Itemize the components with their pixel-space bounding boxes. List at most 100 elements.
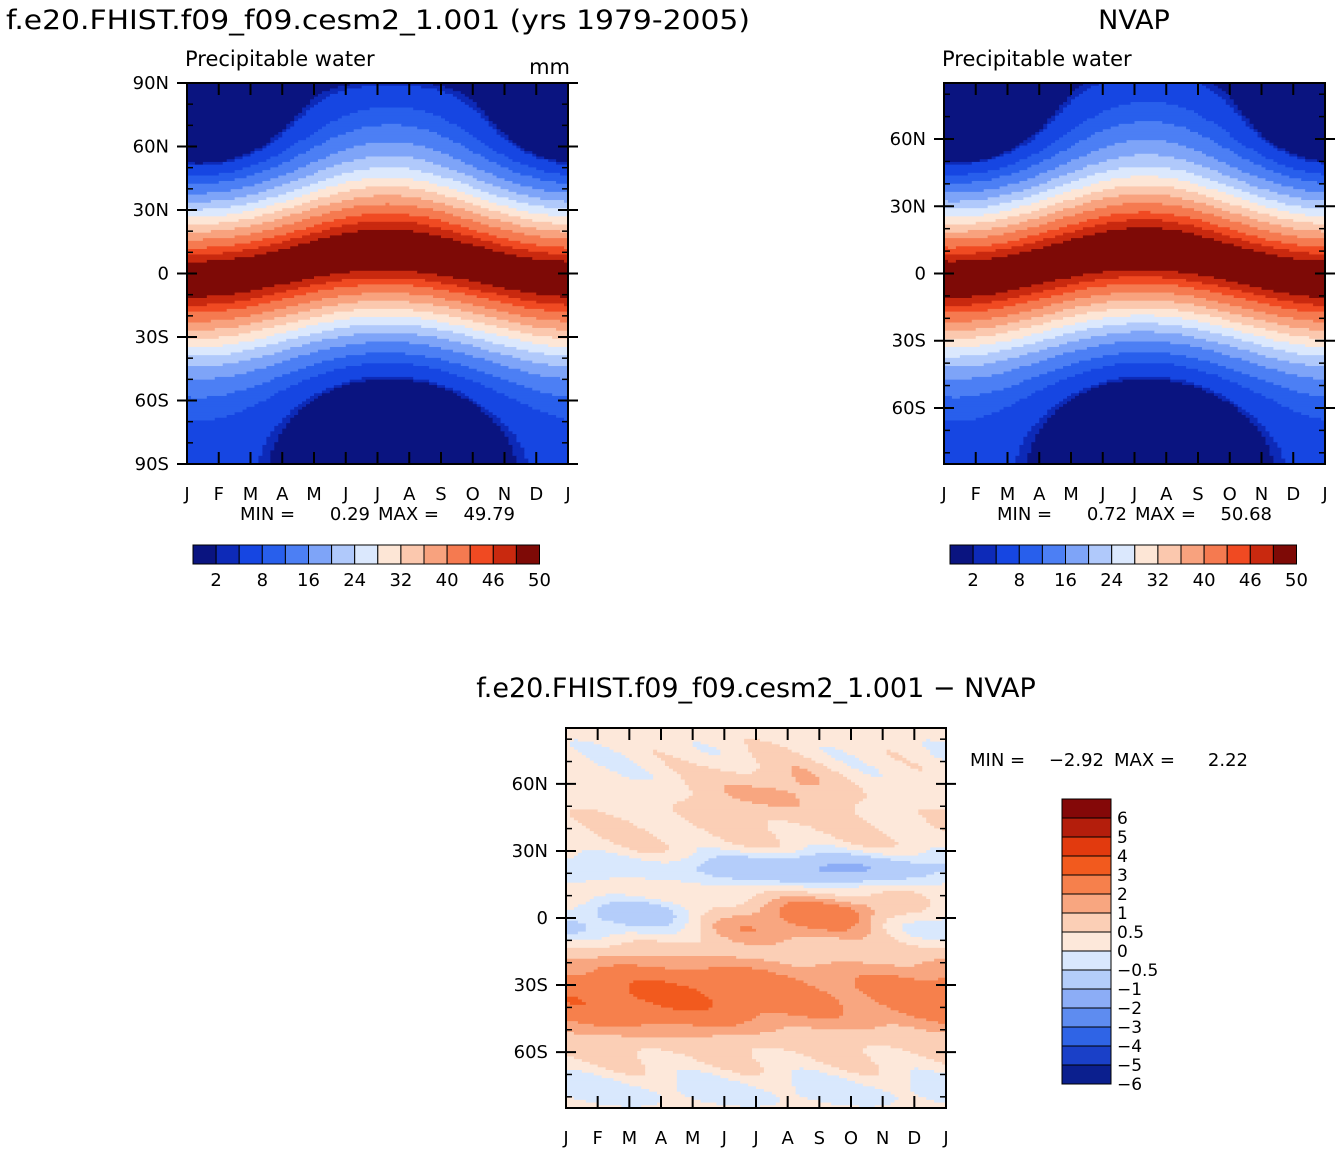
difference-contour-cell xyxy=(942,882,946,887)
model-contour-cell xyxy=(234,178,271,182)
model-xtick-label-jan: J xyxy=(183,484,189,505)
difference-contour-cell xyxy=(645,828,706,832)
model-contour-cell xyxy=(282,420,291,424)
obs-contour-cell xyxy=(1035,390,1080,394)
model-contour-cell xyxy=(317,129,355,133)
model-contour-cell xyxy=(480,197,510,201)
difference-contour-cell xyxy=(716,928,741,933)
obs-contour-cell xyxy=(1031,425,1044,430)
obs-contour-cell xyxy=(1249,420,1259,424)
obs-contour-cell xyxy=(1090,85,1207,90)
obs-contour-cell xyxy=(1074,314,1132,318)
difference-contour-cell xyxy=(566,749,579,754)
model-contour-cell xyxy=(341,161,434,166)
difference-contour-cell xyxy=(712,833,777,838)
difference-contour-cell xyxy=(585,1099,662,1104)
obs-contour-cell xyxy=(1198,327,1235,332)
difference-contour-cell xyxy=(704,871,935,876)
model-contour-cell xyxy=(314,224,343,228)
obs-contour-cell xyxy=(1074,289,1211,294)
difference-contour-cell xyxy=(593,760,634,764)
obs-contour-cell xyxy=(1277,357,1325,362)
difference-contour-cell xyxy=(926,747,946,751)
model-colorbar-box-11 xyxy=(446,544,471,565)
difference-contour-cell xyxy=(645,999,714,1003)
obs-contour-cell xyxy=(944,423,1036,427)
obs-contour-cell xyxy=(944,167,1001,171)
obs-contour-cell xyxy=(1158,322,1211,326)
model-contour-cell xyxy=(302,278,343,283)
model-contour-cell xyxy=(532,360,568,364)
difference-contour-cell xyxy=(922,909,946,914)
model-contour-cell xyxy=(496,129,502,133)
model-contour-cell xyxy=(333,219,442,223)
obs-contour-cell xyxy=(1293,167,1325,171)
obs-contour-cell xyxy=(944,205,989,209)
model-contour-cell xyxy=(306,325,351,329)
difference-contour-cell xyxy=(799,798,864,802)
model-contour-cell xyxy=(254,338,287,343)
obs-contour-cell xyxy=(1082,387,1092,392)
obs-contour-cell xyxy=(1285,202,1325,207)
model-contour-cell xyxy=(512,142,518,147)
obs-contour-cell xyxy=(975,327,1021,332)
model-contour-cell xyxy=(246,202,275,207)
model-contour-cell xyxy=(294,115,303,119)
obs-ytick-label-0: 60N xyxy=(890,129,926,150)
difference-contour-cell xyxy=(740,1072,761,1077)
obs-colorbar-label-0: 2 xyxy=(967,570,978,591)
difference-contour-cell xyxy=(566,907,575,911)
difference-contour-cell xyxy=(696,1059,757,1063)
difference-contour-cell xyxy=(870,931,888,935)
difference-contour-cell xyxy=(779,744,923,748)
obs-contour-cell xyxy=(975,336,1024,340)
obs-contour-cell xyxy=(1094,115,1203,119)
difference-contour-cell xyxy=(831,1102,892,1106)
model-contour-cell xyxy=(242,349,283,354)
difference-contour-cell xyxy=(779,912,860,916)
difference-contour-cell xyxy=(566,1026,785,1030)
difference-contour-cell xyxy=(566,1002,571,1006)
model-contour-cell xyxy=(274,317,311,321)
difference-contour-cell xyxy=(700,749,721,754)
obs-contour-cell xyxy=(1241,412,1251,416)
model-xtick-label-jul: J xyxy=(374,484,380,505)
model-contour-cell xyxy=(480,115,490,119)
obs-contour-cell xyxy=(1074,88,1088,92)
model-contour-cell xyxy=(306,398,315,403)
difference-contour-cell xyxy=(851,766,876,770)
obs-contour-cell xyxy=(1237,178,1267,182)
model-contour-cell xyxy=(254,404,299,408)
model-contour-cell xyxy=(385,202,391,207)
model-contour-cell xyxy=(282,129,287,133)
obs-contour-cell xyxy=(1063,325,1104,329)
model-contour-cell xyxy=(187,210,244,215)
difference-contour-cell xyxy=(569,741,595,745)
difference-contour-cell xyxy=(874,909,923,914)
model-contour-cell xyxy=(496,235,541,239)
obs-contour-cell xyxy=(1023,436,1036,441)
difference-contour-cell xyxy=(680,928,702,933)
obs-contour-cell xyxy=(1047,221,1080,226)
model-contour-cell xyxy=(290,346,331,351)
difference-contour-cell xyxy=(672,755,753,759)
model-contour-cell xyxy=(496,161,521,166)
model-contour-cell xyxy=(270,434,279,438)
difference-contour-cell xyxy=(696,763,761,767)
difference-contour-cell xyxy=(585,755,626,759)
difference-contour-cell xyxy=(664,842,733,846)
model-contour-cell xyxy=(448,371,486,375)
obs-contour-cell xyxy=(1015,458,1028,462)
difference-contour-cell xyxy=(858,757,896,762)
model-contour-cell xyxy=(333,287,434,291)
obs-contour-cell xyxy=(1229,401,1235,405)
difference-contour-cell xyxy=(566,934,611,938)
model-contour-cell xyxy=(516,439,568,443)
obs-contour-cell xyxy=(944,254,1009,258)
top-left-title: f.e20.FHIST.f09_f09.cesm2_1.001 (yrs 197… xyxy=(6,5,750,36)
obs-contour-cell xyxy=(944,134,1032,139)
difference-contour-cell xyxy=(613,749,654,754)
difference-contour-cell xyxy=(791,1072,828,1077)
